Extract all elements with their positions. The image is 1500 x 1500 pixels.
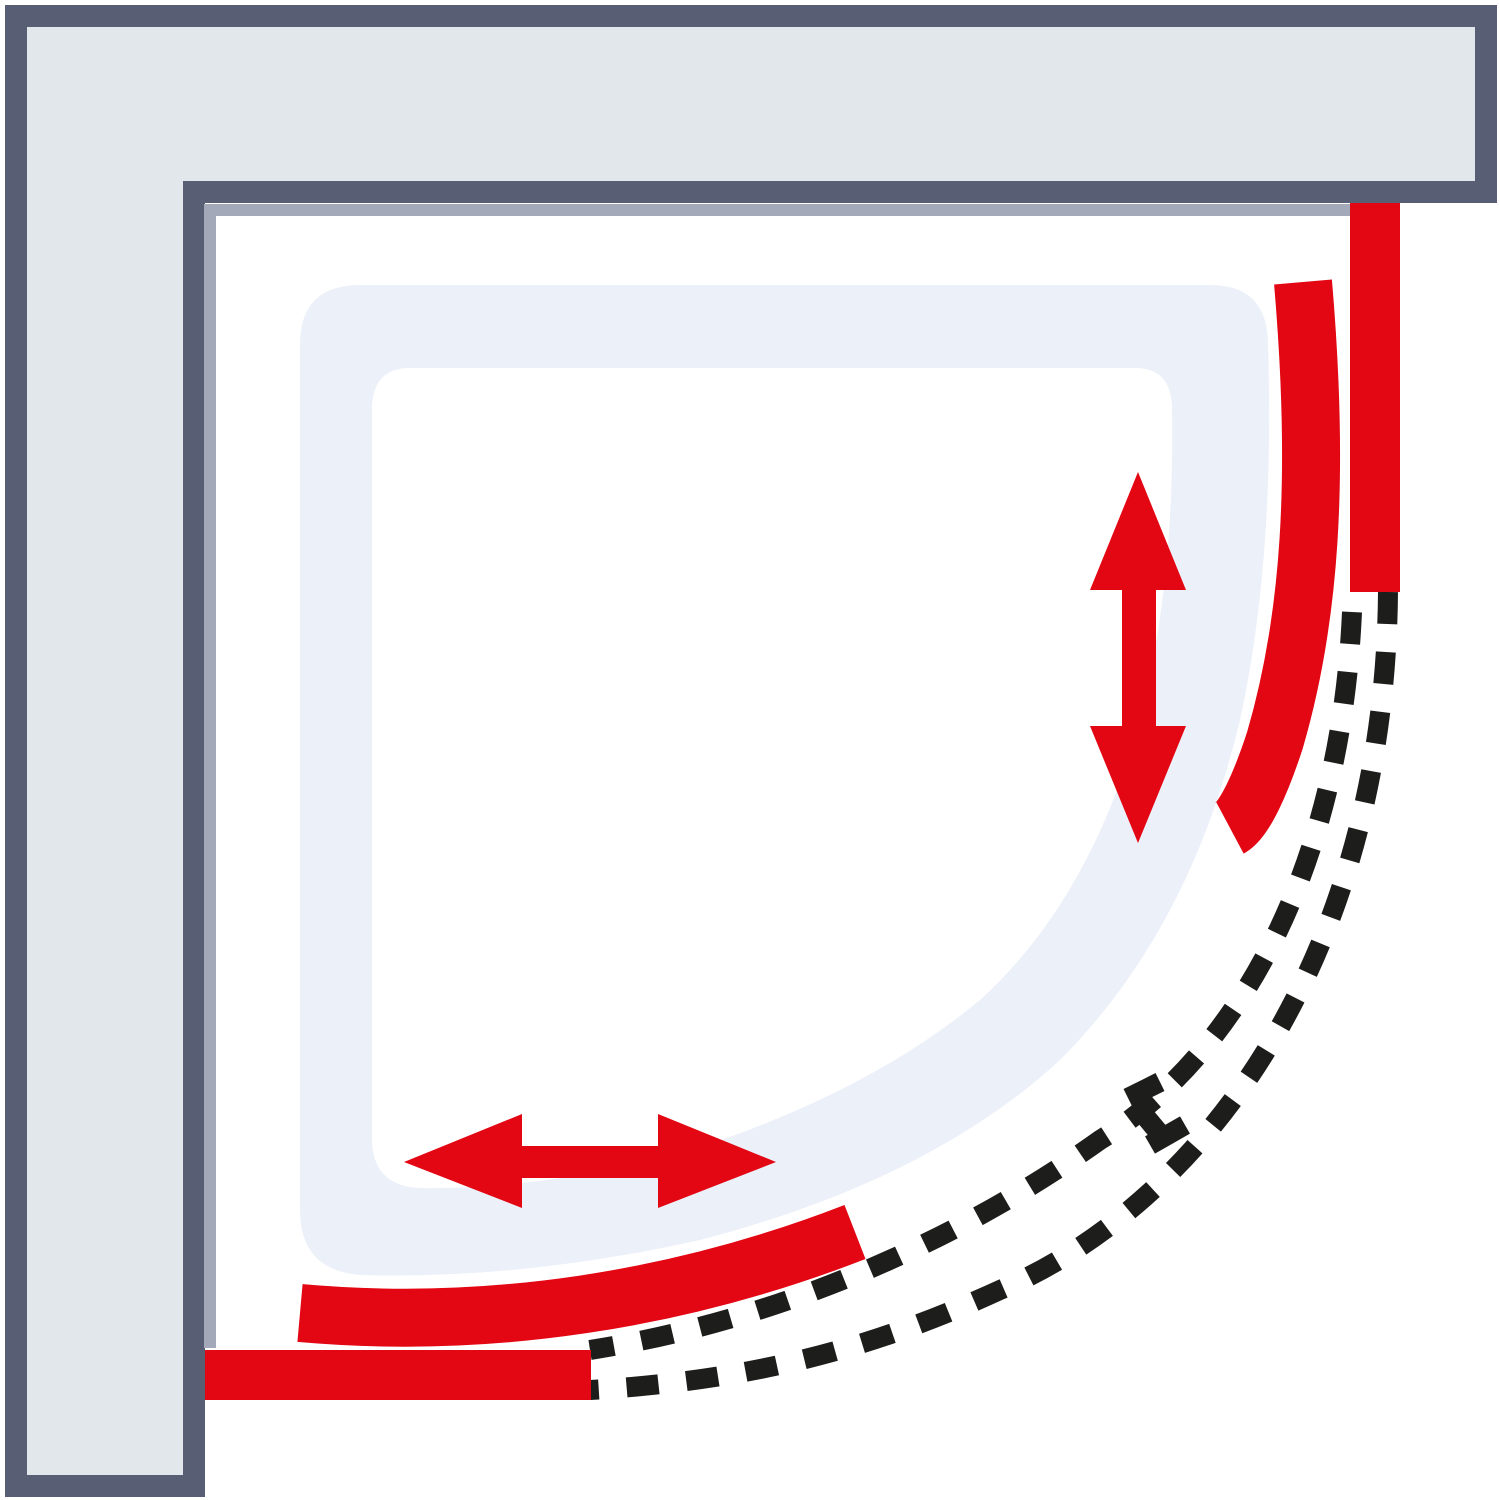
vertical-double-arrow-icon [1090,472,1186,843]
horizontal-double-arrow-icon [404,1114,776,1208]
arrow-horizontal-shaft [520,1146,660,1178]
sliding-door-right-icon [1213,279,1341,854]
open-door-path-dashed-icon [588,591,1398,1400]
arrow-left-head [404,1114,522,1208]
fixed-panel-right-icon [1350,203,1400,592]
arrow-right-head [658,1114,776,1208]
door-path-outer [589,591,1398,1400]
door-handle-mark [1123,1073,1190,1154]
wall-inner-edge [204,204,1352,1348]
arrow-up-head [1090,472,1186,590]
door-path-inner [588,611,1362,1360]
arrow-vertical-shaft [1122,588,1156,728]
fixed-panel-bottom-icon [205,1350,591,1400]
corner-wall-icon [5,5,1497,1497]
arrow-down-head [1090,726,1186,843]
shower-tray-basin [372,368,1173,1189]
sliding-door-bottom-icon [297,1204,866,1347]
